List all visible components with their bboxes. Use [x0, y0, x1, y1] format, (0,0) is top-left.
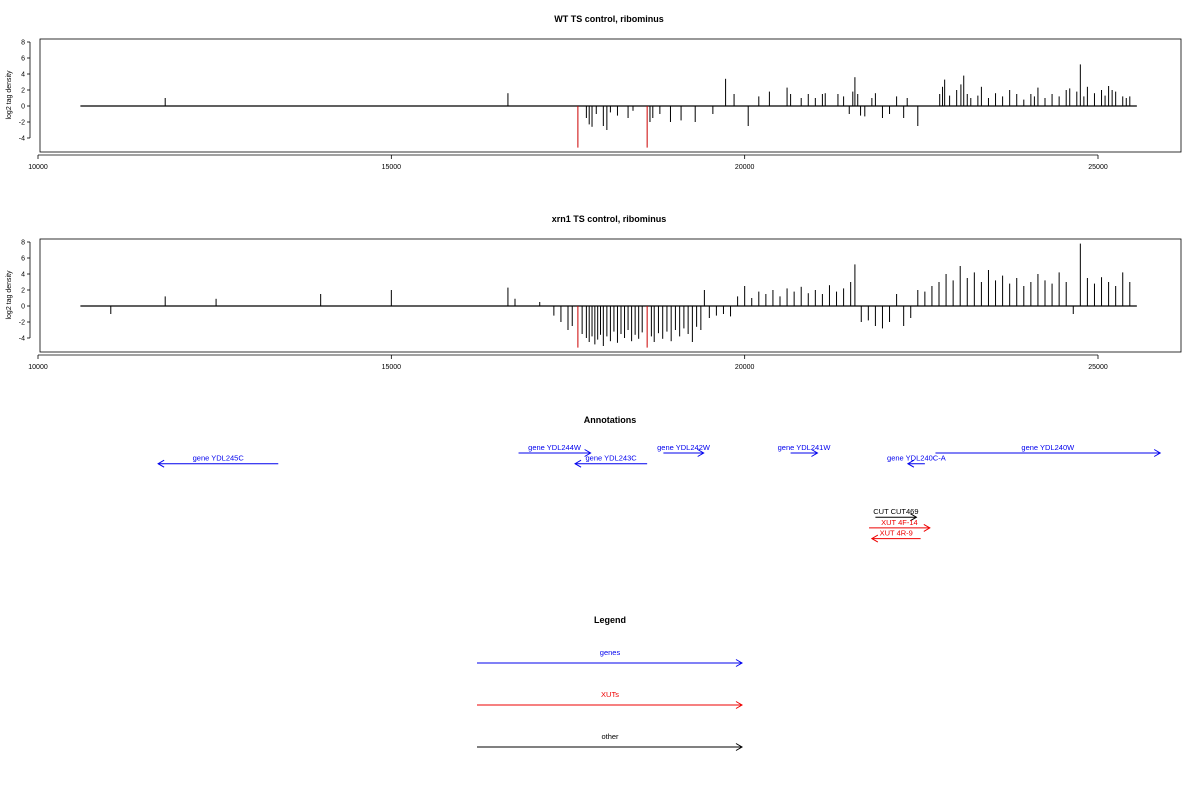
- x-tick-label: 15000: [382, 164, 402, 171]
- annotation-feature: gene YDL243C: [574, 454, 648, 468]
- legend-item: genes: [477, 648, 743, 667]
- y-tick-label: 2: [21, 88, 25, 95]
- annotation-feature: CUT CUT469: [873, 507, 919, 522]
- feature-arrowhead: [811, 449, 819, 457]
- y-tick-label: -2: [19, 120, 25, 127]
- feature-arrowhead: [1153, 449, 1162, 457]
- feature-arrowhead: [584, 449, 592, 457]
- y-tick-label: 0: [21, 304, 25, 311]
- legend-item: other: [477, 732, 743, 751]
- feature-label: CUT CUT469: [873, 507, 918, 516]
- feature-arrowhead: [923, 523, 931, 532]
- y-tick-label: -4: [19, 336, 25, 343]
- y-tick-label: 2: [21, 288, 25, 295]
- feature-label: gene YDL244W: [528, 443, 582, 452]
- y-tick-label: 0: [21, 104, 25, 111]
- annotations-title: Annotations: [584, 415, 637, 425]
- x-tick-label: 20000: [735, 364, 755, 371]
- annotation-feature: gene YDL241W: [778, 443, 832, 457]
- axes-group: -4 -2 0 2 4 6 8 10000 15000 20000 25000: [19, 240, 1108, 372]
- legend-label: other: [601, 732, 619, 741]
- feature-arrowhead: [735, 743, 743, 751]
- panel-title: xrn1 TS control, ribominus: [552, 214, 667, 224]
- y-tick-label: 6: [21, 256, 25, 263]
- legend-panel: Legend genes XUTs other: [477, 615, 743, 751]
- feature-label: gene YDL240C-A: [887, 454, 946, 463]
- y-tick-label: 4: [21, 272, 25, 279]
- annotation-feature: XUT 4R-9: [870, 529, 921, 543]
- feature-label: gene YDL243C: [586, 454, 638, 463]
- feature-arrowhead: [870, 534, 879, 543]
- y-axis-label: log2 tag density: [6, 270, 13, 320]
- feature-label: gene YDL245C: [193, 454, 245, 463]
- feature-arrowhead: [735, 701, 743, 709]
- y-tick-label: 8: [21, 240, 25, 247]
- y-tick-label: -2: [19, 320, 25, 327]
- axes-group: -4 -2 0 2 4 6 8 10000 15000 20000 25000: [19, 40, 1108, 172]
- plot-frame: [39, 38, 1182, 153]
- panel-wt: WT TS control, ribominus log2 tag densit…: [6, 14, 1182, 172]
- panel-xrn1: xrn1 TS control, ribominus log2 tag dens…: [6, 214, 1182, 372]
- annotation-feature: gene YDL242W: [657, 443, 711, 457]
- bars-group: [80, 64, 1137, 148]
- x-tick-label: 10000: [28, 164, 48, 171]
- x-tick-label: 20000: [735, 164, 755, 171]
- feature-arrowhead: [735, 659, 743, 667]
- feature-label: gene YDL240W: [1021, 443, 1075, 452]
- feature-label: XUT 4R-9: [880, 529, 913, 538]
- y-axis-label: log2 tag density: [6, 70, 13, 120]
- panel-title: WT TS control, ribominus: [554, 14, 664, 24]
- bars-group: [80, 243, 1137, 348]
- y-tick-label: -4: [19, 136, 25, 143]
- annotation-features: gene YDL245C gene YDL244W gene YDL243C gene…: [157, 443, 1162, 543]
- feature-label: XUT 4F-14: [881, 518, 918, 527]
- x-tick-label: 25000: [1088, 364, 1108, 371]
- feature-label: gene YDL241W: [778, 443, 832, 452]
- y-tick-label: 8: [21, 40, 25, 47]
- annotation-feature: gene YDL240W: [935, 443, 1162, 457]
- legend-title: Legend: [594, 615, 626, 625]
- x-tick-label: 10000: [28, 364, 48, 371]
- feature-label: gene YDL242W: [657, 443, 711, 452]
- annotation-feature: gene YDL240C-A: [887, 454, 946, 468]
- legend-label: XUTs: [601, 690, 619, 699]
- legend-item: XUTs: [477, 690, 743, 709]
- legend-items: genes XUTs other: [477, 648, 743, 751]
- feature-arrowhead: [906, 459, 915, 468]
- feature-arrowhead: [697, 449, 705, 457]
- legend-label: genes: [600, 648, 621, 657]
- x-tick-label: 15000: [382, 364, 402, 371]
- y-tick-label: 4: [21, 72, 25, 79]
- annotation-feature: gene YDL244W: [518, 443, 592, 457]
- feature-arrowhead: [574, 459, 582, 468]
- annotation-feature: XUT 4F-14: [869, 518, 931, 532]
- annotation-feature: gene YDL245C: [157, 454, 279, 468]
- y-tick-label: 6: [21, 56, 25, 63]
- feature-arrowhead: [157, 459, 165, 468]
- plot-frame: [39, 238, 1182, 353]
- x-tick-label: 25000: [1088, 164, 1108, 171]
- feature-arrowhead: [910, 513, 918, 522]
